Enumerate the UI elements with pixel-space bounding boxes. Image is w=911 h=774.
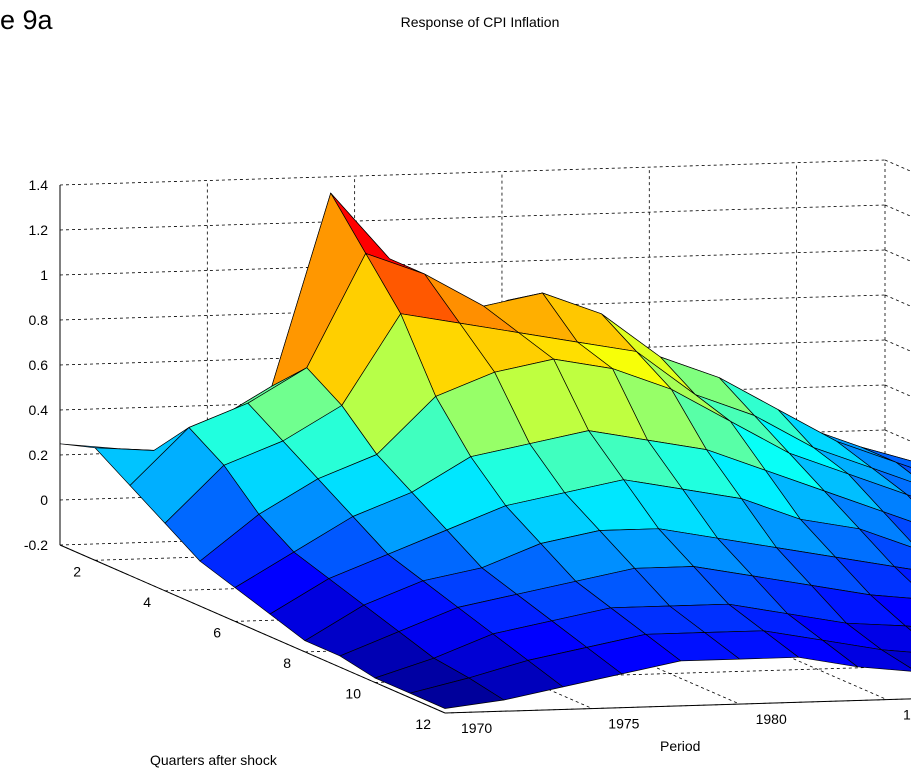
y-tick-label: 1980 — [756, 711, 787, 727]
axis-line — [444, 698, 911, 714]
z-tick-label: 1.2 — [29, 222, 49, 238]
axis-line — [59, 544, 446, 714]
surface-mesh — [59, 192, 911, 709]
grid-line — [884, 159, 911, 172]
x-tick-label: 2 — [73, 563, 81, 579]
surface-patch — [409, 677, 505, 709]
y-tick-label: 1970 — [461, 720, 492, 736]
x-tick-label: 10 — [345, 686, 361, 702]
z-tick-label: 0.4 — [29, 402, 49, 418]
x-tick-label: 6 — [213, 624, 221, 640]
x-tick-label: 8 — [283, 655, 291, 671]
z-tick-label: -0.2 — [24, 537, 48, 553]
grid-line — [59, 204, 886, 231]
y-tick-label: 1985 — [903, 707, 911, 723]
chart-title: Response of CPI Inflation — [400, 14, 560, 30]
y-axis-label: Period — [660, 738, 701, 754]
tick-labels: -0.2 0 0.2 0.4 0.6 0.8 1 1.2 1.4 2 4 6 8 10 12 1970 1975… — [24, 177, 911, 736]
x-tick-label: 12 — [415, 716, 431, 732]
x-tick-label: 4 — [143, 594, 151, 610]
figure-label: e 9a — [0, 5, 53, 35]
z-tick-label: 0.8 — [29, 312, 49, 328]
y-tick-label: 1975 — [608, 716, 639, 732]
z-tick-label: 0.2 — [29, 447, 49, 463]
grid-line — [884, 249, 911, 262]
z-tick-label: 0 — [40, 492, 48, 508]
grid-line — [59, 159, 886, 186]
z-tick-label: 1 — [40, 267, 48, 283]
z-tick-label: 1.4 — [29, 177, 49, 193]
grid-line — [884, 294, 911, 307]
grid-line — [884, 204, 911, 217]
grid-line — [59, 249, 886, 276]
z-tick-label: 0.6 — [29, 357, 49, 373]
x-axis-label: Quarters after shock — [150, 752, 277, 768]
